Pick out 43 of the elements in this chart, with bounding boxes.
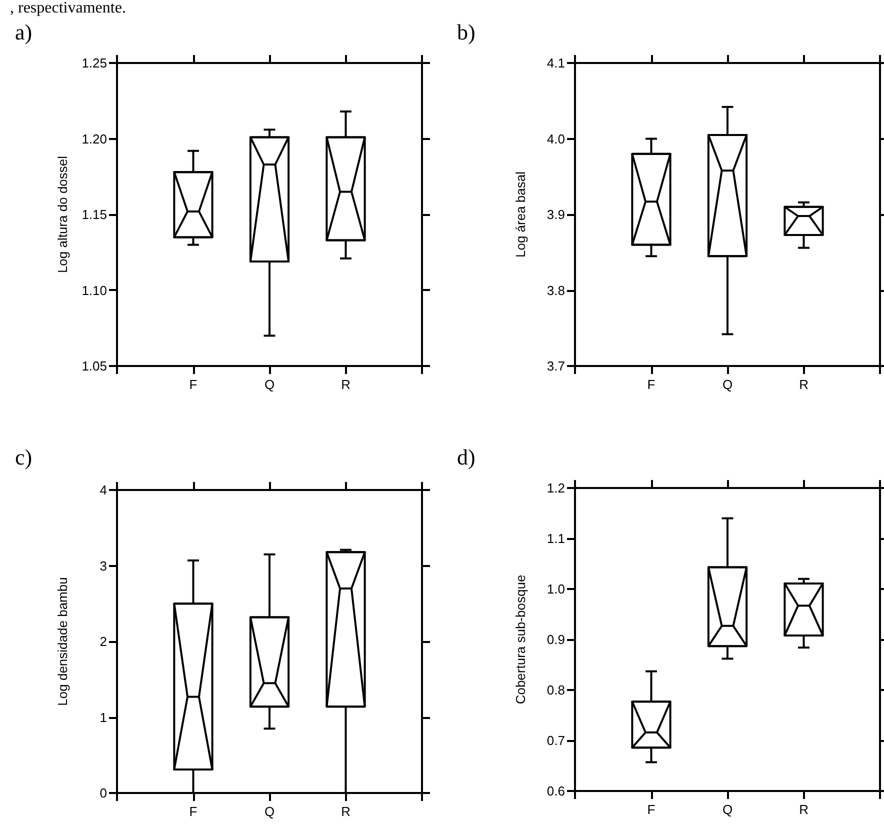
y-tick-label: 1.20 <box>82 131 107 146</box>
y-tick-label: 1.1 <box>546 531 565 546</box>
x-tick-label: R <box>341 804 350 819</box>
y-axis-title: Log densidade bambu <box>55 577 70 706</box>
y-tick-label: 4 <box>100 482 107 498</box>
x-tick-label: Q <box>722 377 733 392</box>
y-tick-label: 4.0 <box>546 131 565 146</box>
y-tick-label: 0.7 <box>546 733 565 748</box>
y-axis-title: Cobertura sub-bosque <box>513 574 528 704</box>
y-tick-label: 1.10 <box>82 282 107 298</box>
x-tick-label: R <box>341 377 350 392</box>
x-tick-label: F <box>647 377 656 392</box>
y-tick-label: 4.1 <box>546 56 565 70</box>
y-tick-label: 0.9 <box>546 632 565 647</box>
chart-title: d) <box>457 444 476 470</box>
text: , respectivamente. <box>10 0 126 16</box>
y-tick-label: 3.9 <box>546 207 565 222</box>
y-tick-label: 0.6 <box>546 784 565 798</box>
x-tick-label: Q <box>722 802 733 817</box>
y-tick-label: 2 <box>100 634 107 649</box>
y-tick-label: 1.0 <box>546 582 565 596</box>
x-tick-label: R <box>799 802 808 817</box>
chart-title: b) <box>457 20 476 44</box>
y-tick-label: 1.2 <box>546 480 565 496</box>
y-tick-label: 3 <box>100 558 107 574</box>
chart-title: a) <box>15 20 32 44</box>
y-tick-label: 0.8 <box>546 682 565 698</box>
y-tick-label: 1.25 <box>82 56 107 70</box>
x-tick-label: R <box>799 377 808 392</box>
x-tick-label: F <box>189 804 198 819</box>
y-tick-label: 1 <box>100 710 107 725</box>
y-tick-label: 0 <box>100 786 107 800</box>
x-tick-label: F <box>647 802 656 817</box>
x-tick-label: Q <box>264 804 275 819</box>
y-tick-label: 3.8 <box>546 282 565 298</box>
y-tick-label: 1.15 <box>82 207 107 222</box>
x-tick-label: F <box>189 377 198 392</box>
y-tick-label: 3.7 <box>546 358 565 374</box>
y-axis-title: Log altura do dossel <box>55 156 70 274</box>
y-tick-label: 1.05 <box>82 358 107 374</box>
y-axis-title: Log área basal <box>513 171 528 258</box>
x-tick-label: Q <box>264 377 275 392</box>
chart-title: c) <box>15 444 32 470</box>
